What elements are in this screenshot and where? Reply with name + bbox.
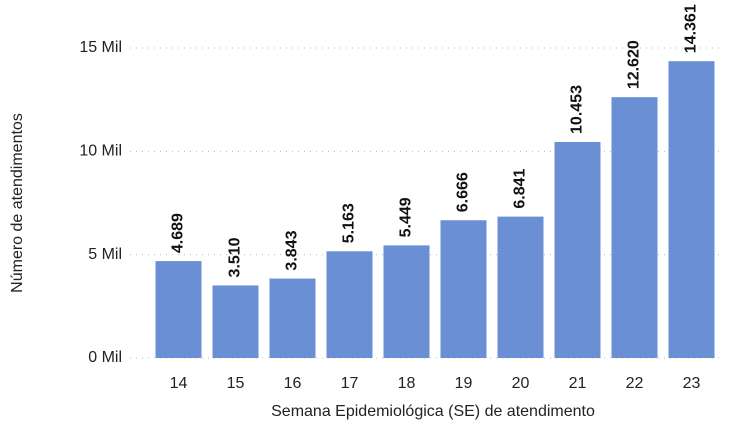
y-tick-label: 15 Mil	[79, 39, 122, 56]
bar	[326, 251, 373, 358]
y-tick-label: 5 Mil	[88, 246, 122, 263]
x-tick-label: 16	[284, 375, 302, 392]
x-tick-label: 22	[626, 375, 644, 392]
bar	[212, 285, 259, 358]
x-tick-label: 15	[227, 375, 245, 392]
data-label: 5.163	[341, 203, 358, 243]
x-tick-label: 19	[455, 375, 473, 392]
bar	[554, 141, 601, 358]
data-label: 6.841	[512, 168, 529, 208]
bar	[611, 97, 658, 358]
bar	[668, 61, 715, 359]
y-axis-title: Número de atendimentos	[9, 113, 26, 293]
x-tick-label: 18	[398, 375, 416, 392]
x-tick-label: 23	[683, 375, 701, 392]
data-label: 4.689	[170, 213, 187, 253]
bar	[497, 216, 544, 358]
data-label: 5.449	[398, 197, 415, 237]
data-label: 12.620	[626, 40, 643, 89]
bar	[440, 220, 487, 358]
bar	[269, 278, 316, 358]
x-tick-label: 14	[170, 375, 188, 392]
x-tick-label: 21	[569, 375, 587, 392]
x-tick-label: 20	[512, 375, 530, 392]
data-label: 6.666	[455, 172, 472, 212]
y-tick-label: 0 Mil	[88, 349, 122, 366]
data-label: 3.843	[284, 230, 301, 270]
x-tick-label: 17	[341, 375, 359, 392]
bar	[383, 245, 430, 358]
bar	[155, 261, 202, 358]
y-tick-label: 10 Mil	[79, 143, 122, 160]
x-axis-title: Semana Epidemiológica (SE) de atendiment…	[271, 403, 595, 420]
data-label: 3.510	[227, 237, 244, 277]
data-label: 14.361	[683, 4, 700, 53]
data-label: 10.453	[569, 85, 586, 134]
